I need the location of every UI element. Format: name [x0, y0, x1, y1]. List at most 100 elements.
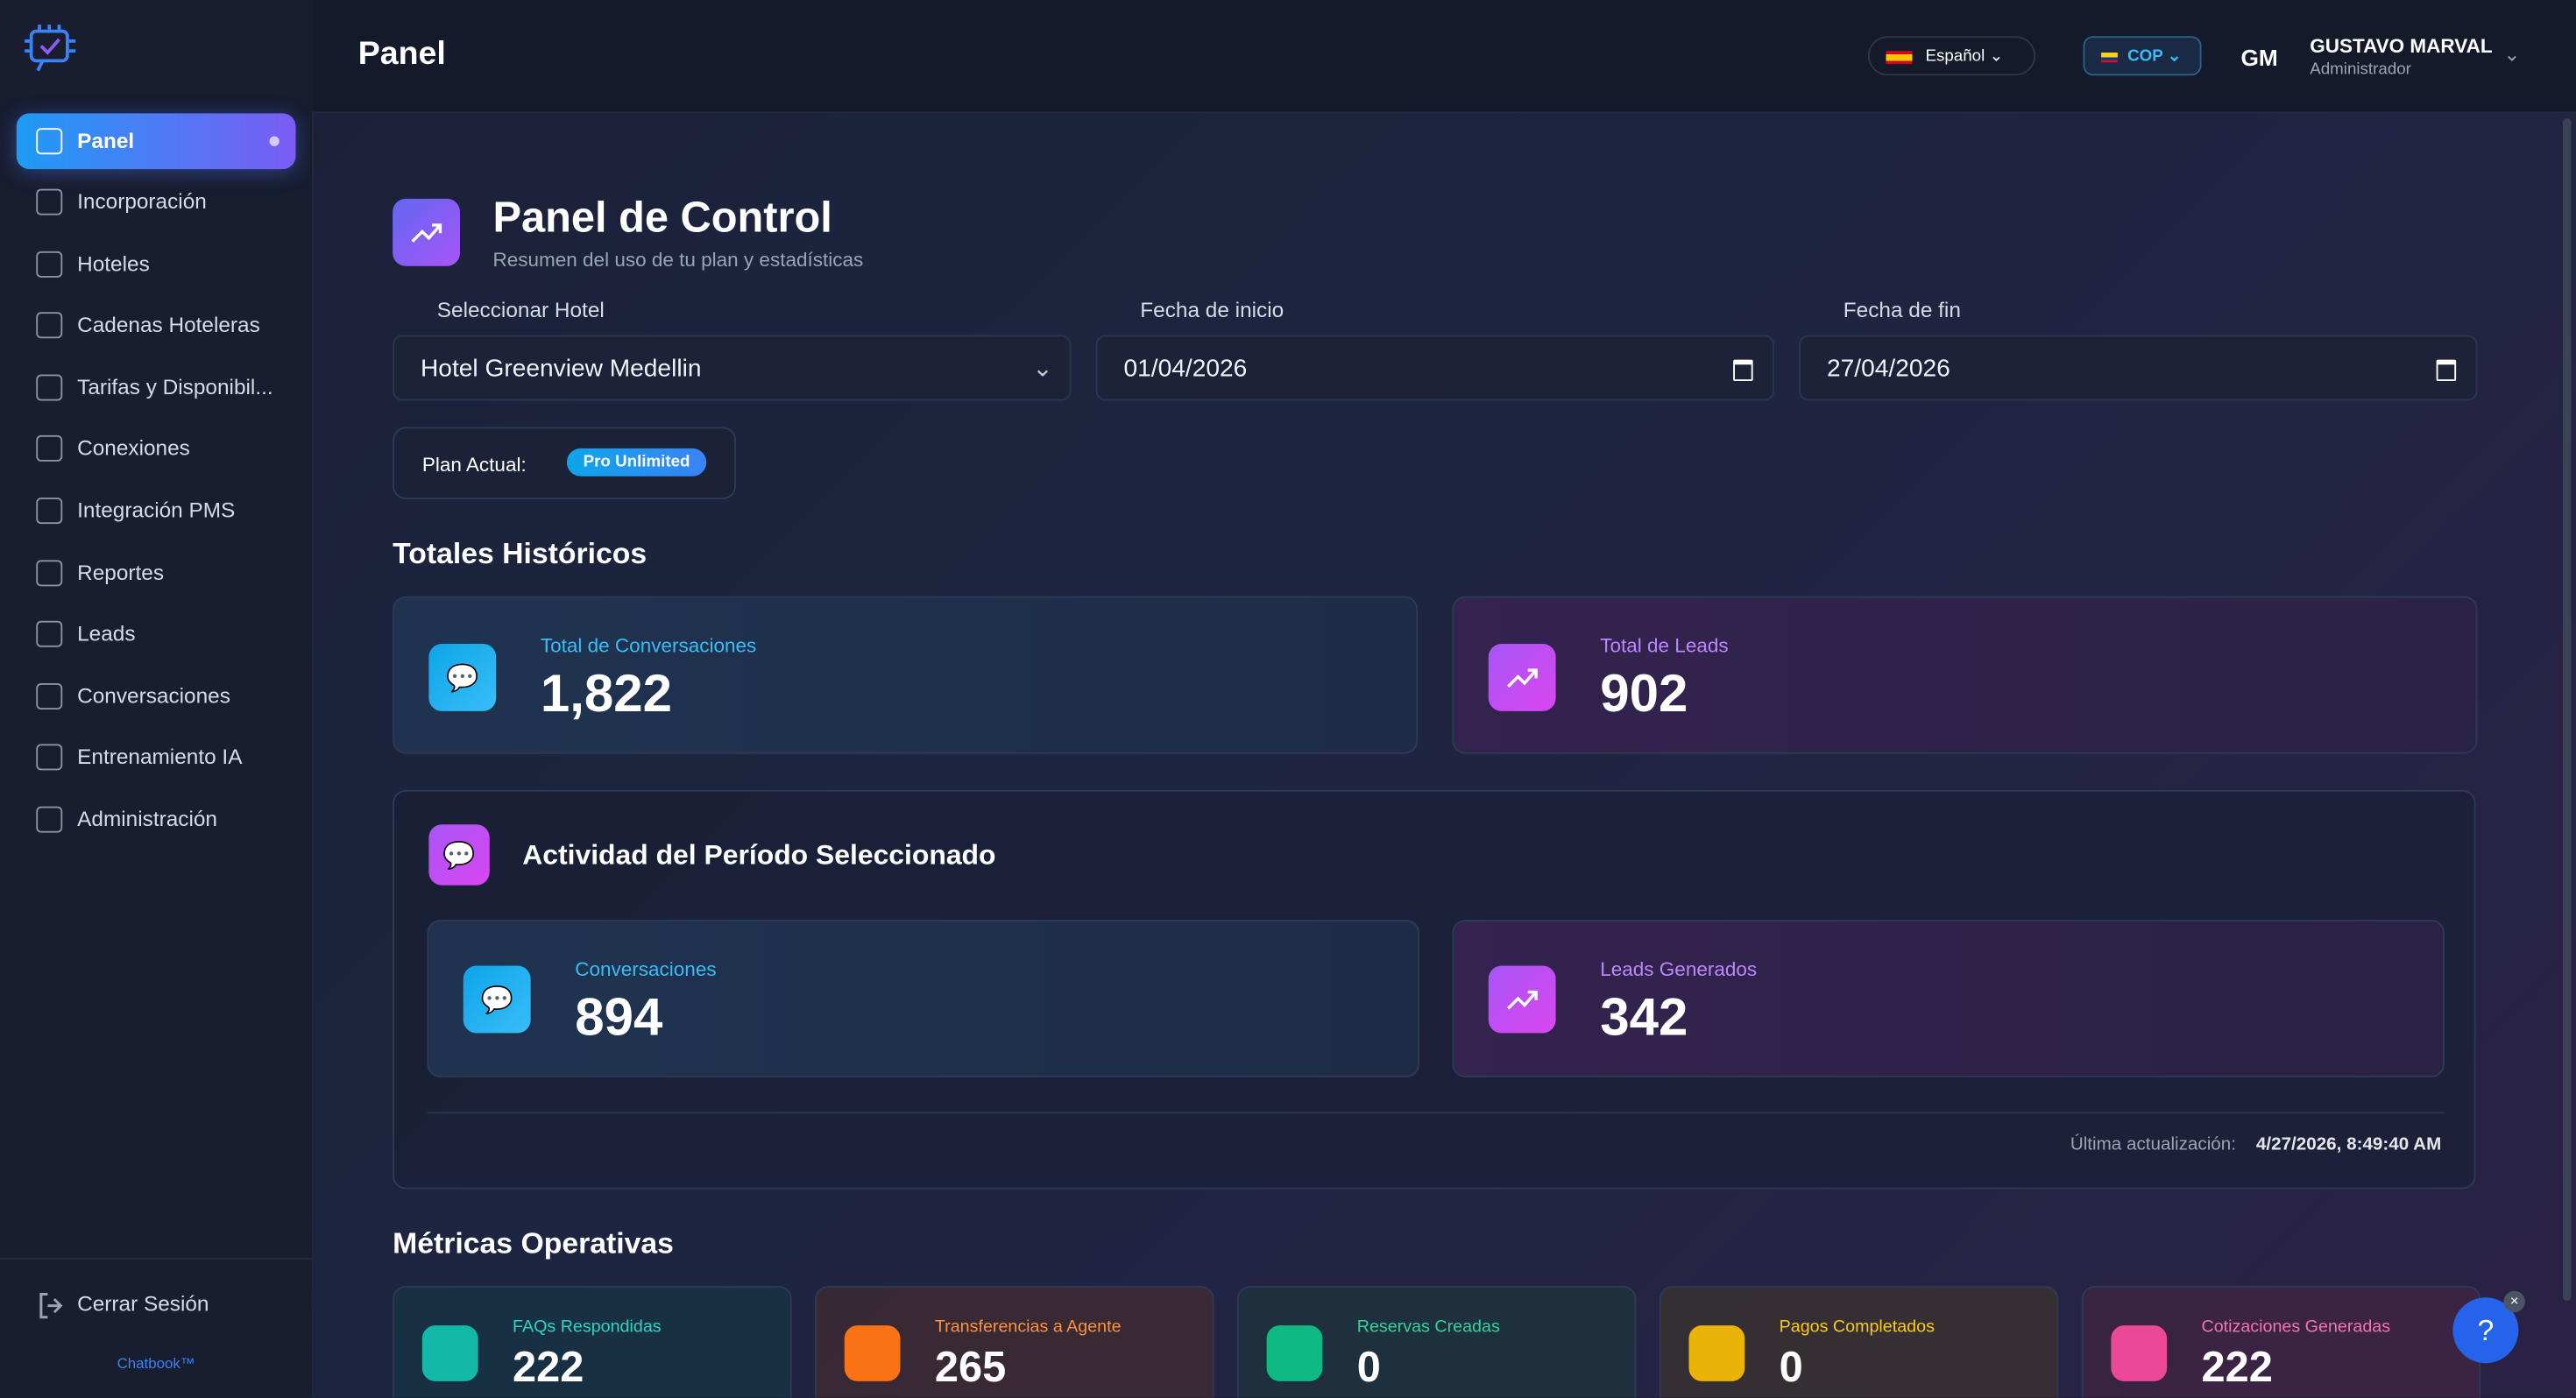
nav-icon [36, 806, 63, 833]
nav-item[interactable]: Entrenamiento IA [77, 744, 243, 769]
metric-value: 222 [2201, 1341, 2273, 1392]
header: Panel Español ⌄ COP ⌄ GM GUSTAVO MARVAL … [312, 0, 2576, 114]
flag [1886, 51, 1913, 65]
trend-icon [410, 222, 442, 242]
plan-label: Plan Actual: [421, 453, 527, 477]
start-date[interactable]: 01/04/2026 [1095, 335, 1774, 401]
metric-value: 0 [1779, 1341, 1803, 1392]
nav-icon [36, 188, 63, 215]
stat-label: Total de Leads [1600, 633, 1729, 657]
currency-select[interactable]: COP ⌄ [2083, 36, 2202, 76]
nav-icon [36, 312, 63, 339]
logout-icon [39, 1293, 63, 1319]
logout[interactable]: Cerrar Sesión [77, 1290, 209, 1316]
metric-icon [2111, 1325, 2168, 1381]
hotel-select[interactable]: Hotel Greenview Medellin ⌄ [393, 335, 1072, 401]
divider [427, 1112, 2445, 1114]
metric-label: Transferencias a Agente [934, 1317, 1122, 1338]
logo [25, 25, 76, 72]
nav-item[interactable]: Integración PMS [77, 498, 236, 523]
metric-icon [1688, 1325, 1745, 1381]
metric-icon [844, 1325, 901, 1381]
nav-item[interactable]: Hoteles [77, 251, 150, 276]
section-title: Totales Históricos [393, 537, 648, 570]
stat-value: 902 [1600, 663, 1688, 724]
user-role: Administrador [2310, 60, 2411, 79]
plan-badge: Pro Unlimited [566, 448, 707, 477]
nav-icon [36, 620, 63, 647]
user-menu[interactable]: ⌄ [2503, 42, 2521, 66]
nav-icon [36, 251, 63, 278]
stat-value: 1,822 [540, 663, 673, 724]
stat-value: 342 [1600, 986, 1688, 1047]
nav-item[interactable]: Cadenas Hoteleras [77, 312, 260, 337]
nav-icon [36, 683, 63, 710]
stat-card: Total de Leads 902 [1452, 596, 2478, 754]
updated-label: Última actualización: [2070, 1134, 2236, 1155]
metric-card: Cotizaciones Generadas 222 [2081, 1286, 2481, 1398]
nav-item[interactable]: Reportes [77, 560, 165, 585]
start-label: Fecha de inicio [1140, 297, 1284, 322]
nav-icon [36, 374, 63, 401]
stat-card: 💬 Conversaciones 894 [427, 920, 1419, 1077]
language-select[interactable]: Español ⌄ [1867, 36, 2036, 76]
flag [2101, 53, 2118, 63]
nav-item[interactable]: Leads [77, 620, 136, 646]
metric-label: Cotizaciones Generadas [2201, 1317, 2391, 1338]
metric-label: Reservas Creadas [1356, 1317, 1500, 1338]
period-title: Actividad del Período Seleccionado [522, 839, 996, 871]
language: Español [1925, 47, 1985, 66]
metric-label: Pagos Completados [1779, 1317, 1935, 1338]
chat-icon: 💬 [428, 644, 497, 711]
brand: Chatbook™ [117, 1354, 195, 1372]
nav-icon [36, 560, 63, 587]
metric-icon [1266, 1325, 1323, 1381]
metric-icon [421, 1325, 478, 1381]
scrollbar[interactable] [2563, 118, 2572, 1301]
updated: Última actualización: 4/27/2026, 8:49:40… [2070, 1135, 2441, 1155]
currency: COP [2127, 47, 2163, 66]
metric-label: FAQs Respondidas [513, 1317, 662, 1338]
metric-value: 265 [934, 1341, 1007, 1392]
page-icon [393, 198, 460, 266]
chat-icon: 💬 [463, 965, 531, 1034]
nav-icon [36, 498, 63, 525]
end-date[interactable]: 27/04/2026 [1799, 335, 2478, 401]
updated-value: 4/27/2026, 8:49:40 AM [2255, 1134, 2442, 1155]
chevron: ⌄ [1032, 355, 1053, 383]
hotel: Hotel Greenview Medellin [421, 355, 702, 383]
close-help[interactable]: × [2503, 1290, 2525, 1313]
avatar[interactable]: GM [2240, 44, 2278, 71]
nav-item[interactable]: Administración [77, 806, 217, 831]
plan-box: Plan Actual: Pro Unlimited [393, 427, 736, 499]
nav-icon [36, 434, 63, 462]
trend-icon [1488, 644, 1556, 711]
calendar-icon [1733, 359, 1753, 381]
nav-icon [36, 744, 63, 771]
chat-icon: 💬 [428, 824, 490, 886]
nav-item[interactable]: Conversaciones [77, 683, 230, 709]
start: 01/04/2026 [1123, 355, 1248, 383]
metric-value: 222 [513, 1341, 584, 1392]
stat-card: 💬 Total de Conversaciones 1,822 [393, 596, 1419, 754]
stat-label: Total de Conversaciones [540, 633, 757, 657]
stat-label: Leads Generados [1600, 957, 1758, 981]
nav-item[interactable]: Panel [77, 128, 135, 153]
end: 27/04/2026 [1827, 355, 1950, 383]
nav-item[interactable]: Conexiones [77, 434, 190, 460]
page-title: Panel de Control [492, 192, 832, 242]
page-subtitle: Resumen del uso de tu plan y estadística… [492, 248, 864, 272]
stat-value: 894 [575, 986, 663, 1047]
end-label: Fecha de fin [1843, 297, 1961, 322]
metric-card: FAQs Respondidas 222 [393, 1286, 792, 1398]
user-name: GUSTAVO MARVAL [2310, 34, 2493, 58]
stat-label: Conversaciones [575, 957, 717, 981]
metric-value: 0 [1356, 1341, 1381, 1392]
nav-item[interactable]: Incorporación [77, 188, 207, 214]
header-title: Panel [357, 36, 446, 73]
metric-card: Pagos Completados 0 [1659, 1286, 2059, 1398]
nav-item[interactable]: Tarifas y Disponibil... [77, 374, 273, 399]
section-title: Métricas Operativas [393, 1226, 674, 1260]
